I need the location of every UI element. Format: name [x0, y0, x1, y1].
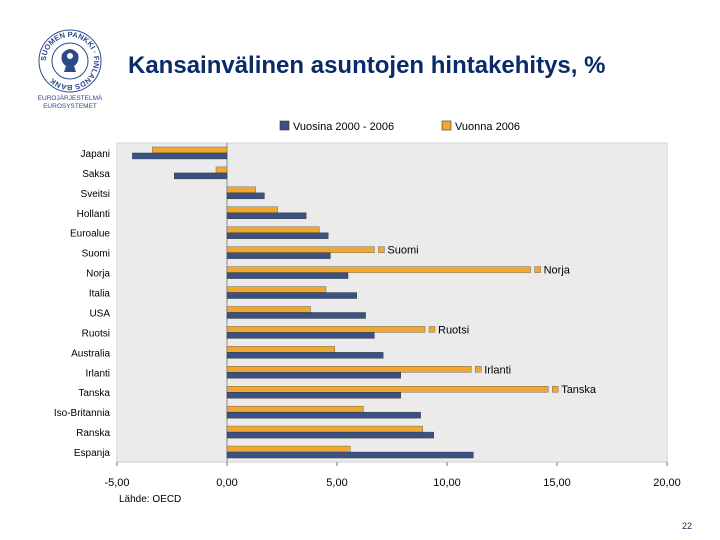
data-label-marker-norja	[534, 266, 541, 273]
x-tick-label: 20,00	[653, 477, 681, 489]
bar-2000-2006-iso-britannia	[226, 411, 421, 419]
bar-2006-japani	[151, 146, 228, 154]
bar-2006-saksa	[215, 166, 228, 174]
category-label-euroalue: Euroalue	[70, 229, 110, 240]
category-label-sveitsi: Sveitsi	[81, 189, 110, 200]
category-label-norja: Norja	[86, 269, 110, 280]
bar-2006-espanja	[226, 445, 351, 453]
legend-series-2-swatch	[441, 120, 452, 131]
bar-2006-usa	[226, 306, 311, 313]
x-tick-label: 15,00	[543, 477, 571, 489]
bar-2000-2006-irlanti	[226, 372, 402, 379]
legend-series-1-swatch	[279, 120, 290, 131]
bar-2006-italia	[226, 286, 327, 293]
bar-2006-euroalue	[226, 226, 320, 233]
bar-2006-suomi	[226, 246, 375, 253]
data-label-marker-suomi	[378, 246, 385, 253]
data-label-tanska: Tanska	[561, 384, 597, 396]
bar-2006-tanska	[226, 386, 549, 393]
bar-2000-2006-espanja	[226, 451, 474, 459]
category-label-japani: Japani	[81, 149, 110, 160]
bar-2000-2006-suomi	[226, 252, 331, 259]
bar-2006-irlanti	[226, 366, 472, 373]
bar-2006-sveitsi	[226, 186, 256, 194]
bar-2000-2006-australia	[226, 352, 384, 359]
bar-2000-2006-sveitsi	[226, 192, 265, 200]
bar-2006-iso-britannia	[226, 405, 364, 413]
bar-2000-2006-italia	[226, 292, 358, 299]
logo-line1: EUROJÄRJESTELMÄ	[38, 94, 103, 102]
data-label-marker-ruotsi	[428, 326, 436, 333]
legend-series-1-label: Vuosina 2000 - 2006	[293, 121, 394, 133]
data-label-norja: Norja	[544, 265, 571, 277]
category-label-australia: Australia	[71, 348, 110, 359]
bank-logo: SUOMEN PANKKI · FINLANDS BANK EUROJÄRJES…	[38, 29, 103, 110]
bar-2006-ruotsi	[226, 326, 426, 333]
category-label-usa: USA	[89, 308, 110, 319]
bar-2000-2006-norja	[226, 272, 349, 279]
bar-2000-2006-saksa	[173, 172, 228, 180]
category-label-tanska: Tanska	[78, 388, 110, 399]
category-label-ruotsi: Ruotsi	[82, 328, 110, 339]
x-tick-label: 5,00	[326, 477, 347, 489]
data-label-marker-tanska	[552, 386, 559, 393]
bar-2006-norja	[226, 266, 531, 273]
legend-series-2-label: Vuonna 2006	[455, 121, 520, 133]
data-label-marker-irlanti	[475, 366, 482, 373]
category-label-iso-britannia: Iso-Britannia	[54, 408, 111, 419]
bar-2000-2006-tanska	[226, 392, 402, 399]
category-label-espanja: Espanja	[74, 448, 111, 459]
category-label-saksa: Saksa	[82, 169, 110, 180]
bar-2006-hollanti	[226, 206, 278, 213]
x-tick-label: 0,00	[216, 477, 237, 489]
bar-2000-2006-ruotsi	[226, 332, 375, 339]
plot-area	[116, 142, 668, 463]
bar-2000-2006-ranska	[226, 431, 435, 439]
category-label-ranska: Ranska	[76, 428, 110, 439]
logo-line2: EUROSYSTEMET	[43, 103, 97, 110]
bar-2000-2006-euroalue	[226, 232, 329, 239]
category-label-italia: Italia	[89, 289, 111, 300]
data-label-irlanti: Irlanti	[484, 364, 511, 376]
bar-2000-2006-hollanti	[226, 212, 307, 219]
page-title: Kansainvälinen asuntojen hintakehitys, %	[128, 52, 606, 79]
bar-2000-2006-usa	[226, 312, 366, 319]
category-label-irlanti: Irlanti	[86, 368, 110, 379]
page-number: 22	[681, 521, 692, 531]
category-label-hollanti: Hollanti	[77, 209, 110, 220]
data-label-suomi: Suomi	[387, 245, 418, 257]
x-tick-label: 10,00	[433, 477, 461, 489]
bar-2000-2006-japani	[132, 152, 228, 160]
category-label-suomi: Suomi	[82, 249, 110, 260]
data-label-ruotsi: Ruotsi	[438, 324, 469, 336]
x-tick-label: -5,00	[104, 477, 129, 489]
bar-2006-ranska	[226, 425, 424, 433]
source-label: Lähde: OECD	[119, 494, 181, 505]
bar-2006-australia	[226, 346, 336, 353]
